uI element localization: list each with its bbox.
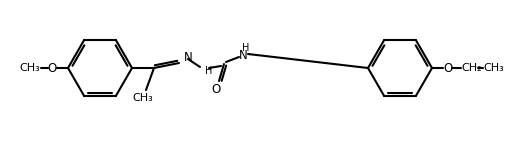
Text: CH₃: CH₃ [19, 63, 41, 73]
Text: O: O [443, 61, 453, 75]
Text: H: H [242, 43, 250, 53]
Text: O: O [211, 83, 220, 96]
Text: CH₃: CH₃ [133, 93, 154, 103]
Text: O: O [47, 61, 57, 75]
Text: CH₃: CH₃ [483, 63, 504, 73]
Text: N: N [239, 49, 247, 61]
Text: N: N [184, 51, 193, 63]
Text: H: H [205, 66, 213, 76]
Text: CH₂: CH₂ [462, 63, 482, 73]
